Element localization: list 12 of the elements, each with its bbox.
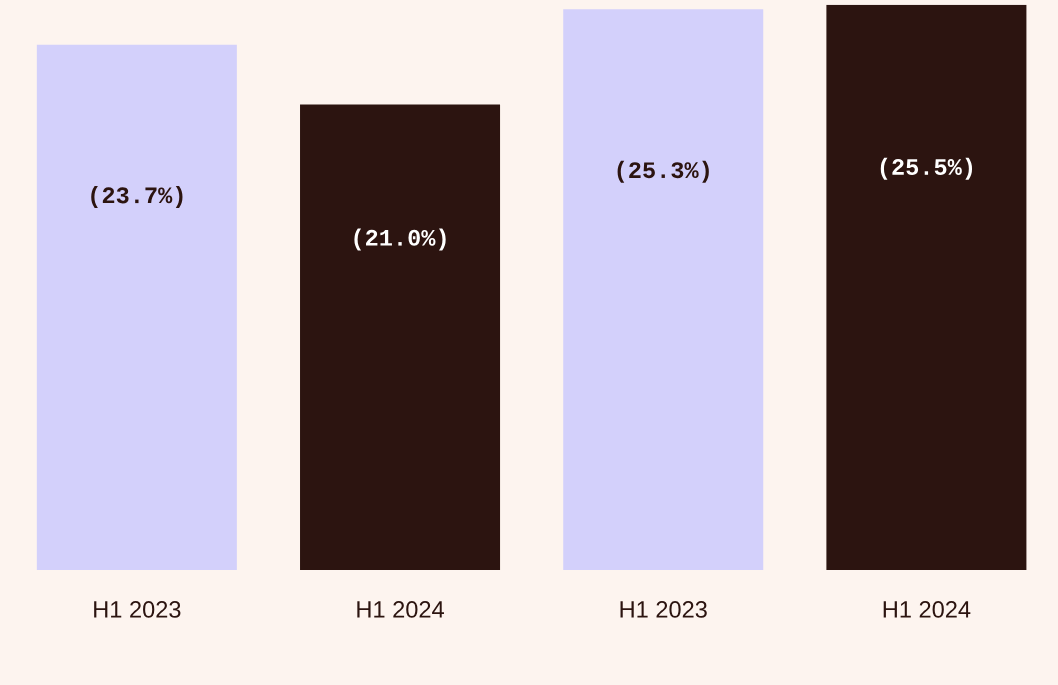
x-tick-label: H1 2023 (94, 601, 181, 618)
data-label: (25.3%) (617, 160, 709, 183)
bar (826, 4, 1027, 570)
data-label: (21.0%) (354, 228, 446, 251)
x-tick-label: H1 2024 (357, 601, 444, 618)
data-label: (25.5%) (880, 157, 973, 180)
data-label: (23.7%) (91, 186, 183, 209)
bar (300, 104, 501, 570)
bar (36, 44, 237, 570)
x-tick-label: H1 2023 (620, 601, 707, 618)
x-tick-label: H1 2024 (883, 601, 971, 618)
bar (563, 9, 764, 570)
